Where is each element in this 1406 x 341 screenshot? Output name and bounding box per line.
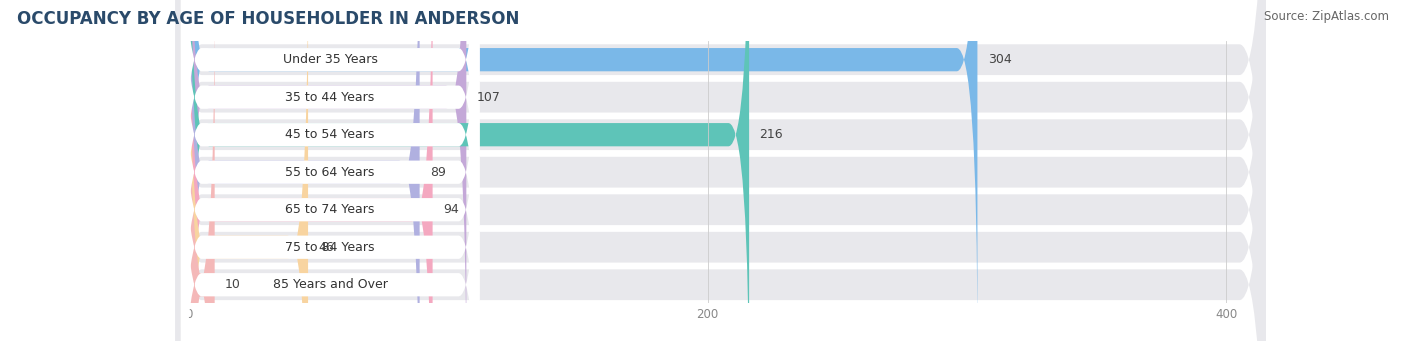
- FancyBboxPatch shape: [176, 0, 1265, 341]
- Text: 216: 216: [759, 128, 783, 141]
- Text: 65 to 74 Years: 65 to 74 Years: [285, 203, 375, 216]
- FancyBboxPatch shape: [188, 0, 308, 341]
- Text: 304: 304: [988, 53, 1011, 66]
- FancyBboxPatch shape: [181, 0, 479, 341]
- FancyBboxPatch shape: [176, 0, 1265, 341]
- FancyBboxPatch shape: [181, 0, 479, 341]
- FancyBboxPatch shape: [181, 0, 479, 341]
- FancyBboxPatch shape: [176, 0, 1265, 341]
- FancyBboxPatch shape: [181, 0, 479, 341]
- FancyBboxPatch shape: [188, 0, 215, 341]
- FancyBboxPatch shape: [176, 0, 1265, 341]
- Text: 107: 107: [477, 91, 501, 104]
- Text: 45 to 54 Years: 45 to 54 Years: [285, 128, 375, 141]
- Text: 46: 46: [318, 241, 335, 254]
- FancyBboxPatch shape: [181, 0, 479, 341]
- FancyBboxPatch shape: [188, 0, 433, 341]
- Text: 85 Years and Over: 85 Years and Over: [273, 278, 388, 291]
- FancyBboxPatch shape: [188, 0, 977, 341]
- Text: Under 35 Years: Under 35 Years: [283, 53, 378, 66]
- FancyBboxPatch shape: [188, 0, 749, 341]
- FancyBboxPatch shape: [181, 0, 479, 341]
- FancyBboxPatch shape: [176, 0, 1265, 341]
- FancyBboxPatch shape: [188, 0, 419, 341]
- FancyBboxPatch shape: [188, 0, 467, 341]
- Text: Source: ZipAtlas.com: Source: ZipAtlas.com: [1264, 10, 1389, 23]
- Text: 10: 10: [225, 278, 240, 291]
- FancyBboxPatch shape: [176, 0, 1265, 341]
- Text: 75 to 84 Years: 75 to 84 Years: [285, 241, 375, 254]
- FancyBboxPatch shape: [176, 0, 1265, 341]
- Text: 55 to 64 Years: 55 to 64 Years: [285, 166, 375, 179]
- Text: 89: 89: [430, 166, 446, 179]
- Text: OCCUPANCY BY AGE OF HOUSEHOLDER IN ANDERSON: OCCUPANCY BY AGE OF HOUSEHOLDER IN ANDER…: [17, 10, 519, 28]
- Text: 35 to 44 Years: 35 to 44 Years: [285, 91, 375, 104]
- FancyBboxPatch shape: [181, 0, 479, 341]
- Text: 94: 94: [443, 203, 458, 216]
